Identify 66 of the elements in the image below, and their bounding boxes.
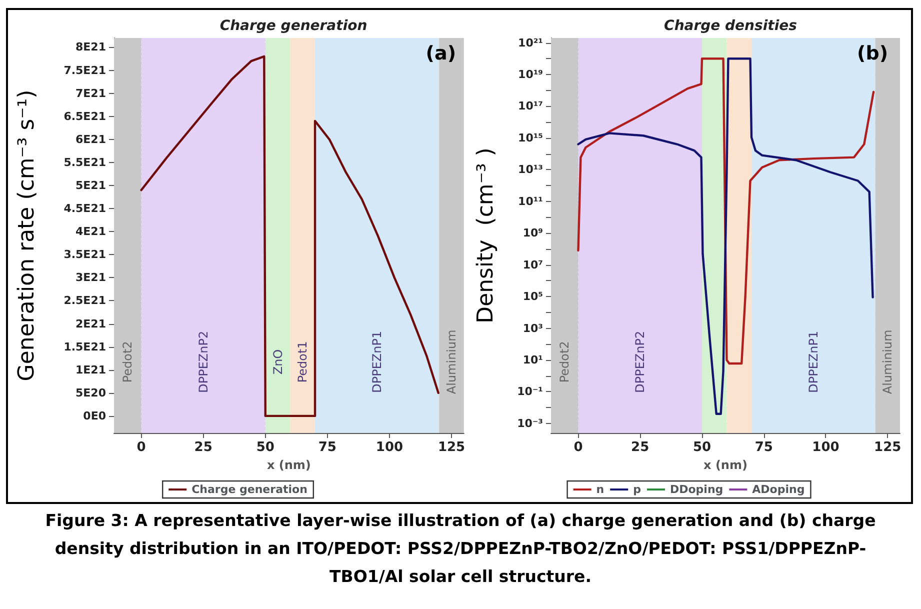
band-label: ZnO (270, 349, 285, 375)
band-label: Aluminium (880, 330, 895, 394)
y-tick-label: 10³ (522, 322, 544, 335)
caption: Figure 3: A representative layer-wise illustration of (a) charge generation and (b) charge density distribution in an ITO/PEDOT: PSS2/DPPEZnP-TBO2/ZnO/PEDOT: PSS1/DPPEZnP-TBO1/Al solar cell structure. (44, 510, 877, 588)
chart-title: Charge densities (664, 18, 797, 34)
y-tick-label: 1.5E21 (64, 340, 106, 354)
legend-label: p (633, 483, 642, 496)
x-tick-label: 0 (136, 440, 146, 455)
band-label: DPPEZnP2 (633, 330, 648, 393)
y-tick-label: 1E21 (76, 363, 106, 376)
band-label: Pedot1 (296, 341, 310, 383)
y-tick-label: 7E21 (76, 86, 106, 100)
y-tick-label: 10¹⁹ (518, 68, 544, 81)
x-tick-label: 0 (574, 440, 583, 455)
y-tick-label: 7.5E21 (64, 64, 106, 77)
band-label: DPPEZnP1 (370, 330, 384, 393)
y-axis-title: Generation rate (cm⁻³ s⁻¹) (14, 90, 40, 382)
x-tick-label: 50 (256, 440, 274, 455)
x-tick-label: 25 (631, 440, 650, 455)
band-label: DPPEZnP2 (196, 330, 210, 393)
y-tick-label: 10¹⁷ (518, 100, 544, 113)
y-tick-label: 10²¹ (518, 36, 544, 50)
annotation: (a) (426, 42, 456, 64)
band-label: Pedot2 (558, 341, 572, 383)
x-axis-title: x (nm) (704, 458, 748, 472)
x-tick-label: 100 (376, 440, 404, 455)
y-tick-label: 10⁵ (522, 290, 544, 304)
y-tick-label: 6E21 (76, 132, 106, 146)
y-tick-label: 10⁻³ (517, 416, 544, 430)
y-tick-label: 10¹³ (518, 163, 544, 176)
band-label: DPPEZnP1 (806, 330, 820, 393)
y-axis-title: Density (cm⁻³ ) (474, 148, 498, 324)
x-tick-label: 125 (438, 440, 466, 455)
y-tick-label: 5E20 (76, 386, 106, 400)
x-axis-title: x (nm) (266, 458, 311, 472)
y-tick-label: 10¹ (522, 354, 544, 367)
legend-label: n (596, 483, 604, 496)
legend-label: Charge generation (192, 483, 308, 496)
y-tick-label: 10¹¹ (518, 194, 544, 208)
y-tick-label: 0E0 (83, 409, 106, 422)
y-tick-label: 2E21 (76, 317, 106, 330)
band-label: Pedot2 (120, 341, 135, 383)
x-tick-label: 75 (318, 440, 336, 455)
y-tick-label: 5.5E21 (64, 156, 106, 169)
annotation: (b) (857, 42, 888, 64)
x-tick-label: 100 (812, 440, 840, 455)
y-tick-label: 3.5E21 (64, 248, 106, 262)
y-tick-label: 3E21 (76, 271, 106, 284)
y-tick-label: 6.5E21 (64, 110, 106, 123)
y-tick-label: 8E21 (76, 40, 106, 54)
band-label: Aluminium (444, 330, 459, 394)
x-tick-label: 25 (194, 440, 212, 455)
y-tick-label: 2.5E21 (64, 294, 106, 308)
y-tick-label: 10⁹ (522, 226, 544, 240)
y-tick-label: 10⁻¹ (517, 385, 544, 398)
legend-label: ADoping (752, 483, 805, 496)
y-tick-label: 4E21 (76, 225, 106, 238)
y-tick-label: 5E21 (76, 178, 106, 192)
y-tick-label: 10¹⁵ (518, 131, 544, 144)
x-tick-label: 125 (874, 440, 902, 455)
chart-title: Charge generation (220, 18, 368, 34)
x-tick-label: 50 (692, 440, 712, 455)
y-tick-label: 4.5E21 (64, 202, 106, 216)
y-tick-label: 10⁷ (522, 258, 544, 272)
legend-label: DDoping (670, 483, 724, 496)
x-tick-label: 75 (754, 440, 773, 455)
